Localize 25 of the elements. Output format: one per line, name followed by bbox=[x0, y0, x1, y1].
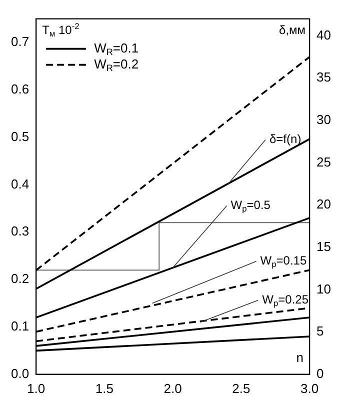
y2-tick-label: 40 bbox=[316, 27, 332, 42]
y2-tick-label: 0 bbox=[316, 366, 324, 381]
x-tick-label: 3.0 bbox=[300, 380, 319, 396]
y-tick-label: 0.4 bbox=[10, 176, 30, 192]
y2-tick-label: 10 bbox=[316, 281, 332, 296]
y-tick-label: 0.2 bbox=[10, 271, 30, 286]
y2-tick-label: 20 bbox=[316, 196, 332, 212]
y2-tick-label: 25 bbox=[316, 154, 332, 170]
y2-tick-label: 15 bbox=[316, 238, 332, 254]
y-tick-label: 0.1 bbox=[10, 318, 30, 334]
x-axis-title: n bbox=[296, 350, 304, 365]
y2-tick-label: 35 bbox=[316, 70, 332, 85]
y-tick-label: 0.5 bbox=[10, 128, 30, 144]
y-tick-label: 0.3 bbox=[10, 224, 30, 239]
x-tick-label: 1.5 bbox=[95, 380, 114, 396]
y2-tick-label: 30 bbox=[316, 112, 332, 127]
y-tick-label: 0.7 bbox=[10, 34, 30, 50]
x-tick-label: 2.5 bbox=[232, 380, 250, 396]
y2-axis-title: δ,мм bbox=[279, 23, 306, 38]
y-tick-label: 0.0 bbox=[10, 366, 30, 381]
annotation: δ=f(n) bbox=[270, 132, 302, 146]
y-tick-label: 0.6 bbox=[10, 82, 30, 96]
x-tick-label: 1.0 bbox=[27, 380, 46, 396]
x-tick-label: 2.0 bbox=[164, 380, 182, 396]
y2-tick-label: 5 bbox=[316, 324, 324, 339]
